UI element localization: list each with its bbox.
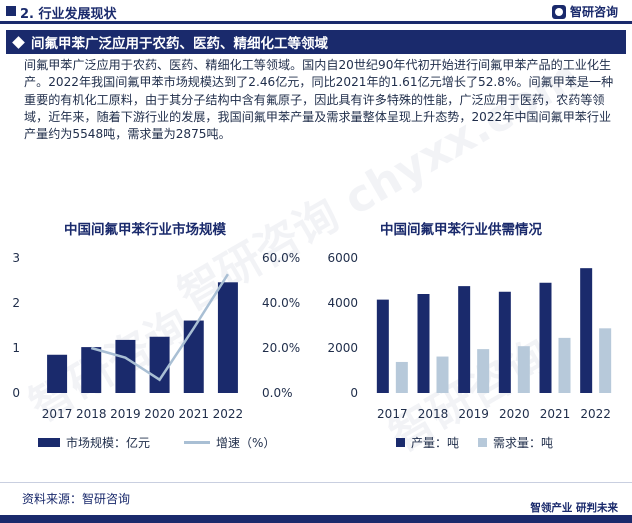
x-tick-label: 2017 — [377, 407, 408, 421]
bar-market-size — [47, 354, 68, 393]
legend-demand: 需求量：吨 — [478, 434, 553, 451]
top-bar: 2. 行业发展现状 智研咨询 — [0, 0, 632, 24]
y-tick-label: 0 — [350, 386, 358, 400]
line-growth-rate — [90, 273, 229, 382]
legend-growth-rate: 增速（%） — [184, 434, 275, 451]
source-note: 资料来源：智研咨询 — [22, 492, 131, 506]
legend-label: 产量：吨 — [411, 436, 460, 450]
x-tick-label: 2020 — [499, 407, 530, 421]
y-right-tick-label: 20.0% — [262, 341, 300, 355]
legend-market-size: 市场规模：亿元 — [38, 434, 150, 451]
logo-text: 智研咨询 — [569, 5, 618, 19]
section-marker-icon — [6, 6, 16, 16]
legend-swatch-bar — [38, 438, 60, 447]
body-paragraph: 间氟甲苯广泛应用于农药、医药、精细化工等领域。国内自20世纪90年代初开始进行间… — [24, 58, 614, 142]
bar-demand — [436, 356, 449, 393]
legend-label: 增速（%） — [216, 436, 276, 450]
legend-swatch-bar — [396, 438, 405, 447]
bar-demand — [599, 328, 612, 393]
section-banner: 间氟甲苯广泛应用于农药、医药、精细化工等领域 — [6, 30, 626, 54]
logo: 智研咨询 — [551, 3, 618, 20]
x-tick-label: 2019 — [458, 407, 489, 421]
bar-demand — [558, 337, 571, 393]
y-right-tick-label: 0.0% — [262, 386, 293, 400]
bar-production — [417, 294, 430, 393]
x-tick-label: 2022 — [213, 407, 244, 421]
bar-market-size — [81, 347, 102, 393]
y-left-tick-label: 2 — [12, 296, 20, 310]
section-title: 2. 行业发展现状 — [20, 7, 117, 22]
bar-market-size — [115, 339, 136, 393]
x-tick-label: 2019 — [110, 407, 141, 421]
y-right-tick-label: 60.0% — [262, 251, 300, 265]
bar-demand — [395, 361, 408, 393]
bar-demand — [517, 346, 530, 393]
x-tick-label: 2017 — [42, 407, 73, 421]
bar-market-size — [149, 336, 170, 393]
bar-production — [580, 268, 593, 393]
y-left-tick-label: 3 — [12, 251, 20, 265]
banner-title: 间氟甲苯广泛应用于农药、医药、精细化工等领域 — [31, 36, 328, 52]
chart-title-market-size: 中国间氟甲苯行业市场规模 — [64, 222, 226, 238]
logo-icon — [551, 4, 566, 19]
bar-production — [376, 299, 389, 393]
y-tick-label: 2000 — [327, 341, 358, 355]
legend-label: 需求量：吨 — [493, 436, 554, 450]
footer-slogan: 智领产业 研判未来 — [530, 502, 618, 514]
bar-production — [498, 291, 511, 393]
y-left-tick-label: 0 — [12, 386, 20, 400]
footer-divider — [0, 482, 632, 483]
y-right-tick-label: 40.0% — [262, 296, 300, 310]
bar-production — [458, 286, 471, 393]
bar-demand — [477, 349, 490, 393]
bar-market-size — [183, 320, 204, 393]
legend-label: 市场规模：亿元 — [66, 436, 151, 450]
x-tick-label: 2022 — [580, 407, 611, 421]
y-tick-label: 4000 — [327, 296, 358, 310]
top-divider — [0, 21, 632, 24]
chart-title-supply-demand: 中国间氟甲苯行业供需情况 — [380, 222, 542, 238]
x-tick-label: 2018 — [418, 407, 449, 421]
legend-swatch-bar — [478, 438, 487, 447]
x-tick-label: 2020 — [144, 407, 175, 421]
bar-production — [539, 282, 552, 393]
x-tick-label: 2021 — [178, 407, 209, 421]
x-tick-label: 2018 — [76, 407, 107, 421]
x-tick-label: 2021 — [540, 407, 571, 421]
footer-bar — [0, 515, 632, 523]
legend-production: 产量：吨 — [396, 434, 459, 451]
y-left-tick-label: 1 — [12, 341, 20, 355]
legend-swatch-line — [184, 441, 210, 444]
y-tick-label: 6000 — [327, 251, 358, 265]
bar-market-size — [217, 282, 238, 393]
